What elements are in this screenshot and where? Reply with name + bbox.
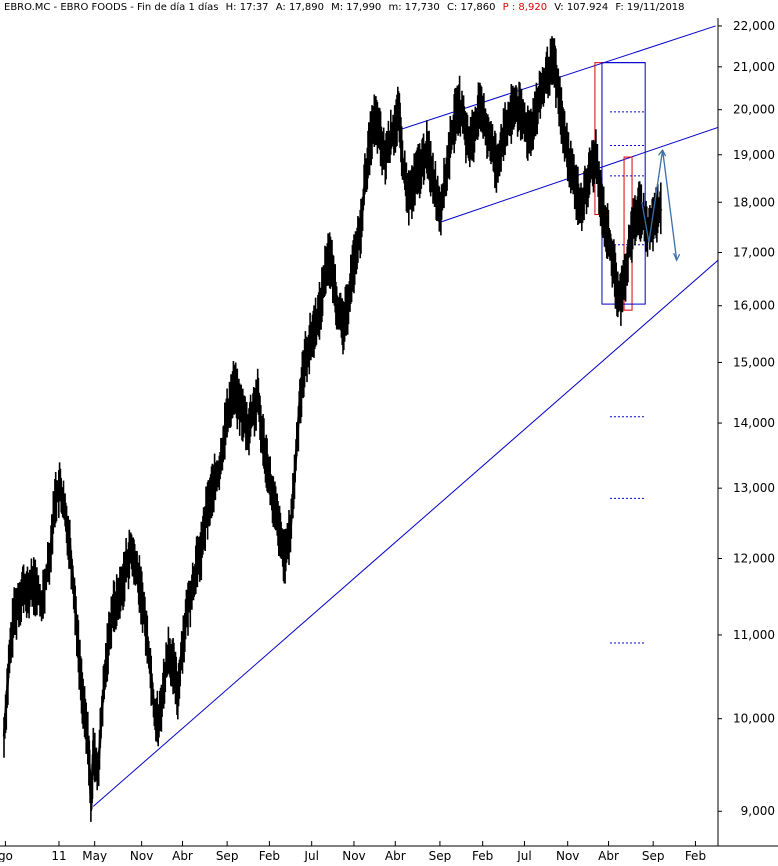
x-axis: go 11 May Nov Abr Sep Feb Jul Nov Abr Sep Feb Jul Nov… [0, 841, 778, 863]
y-tick-label: 15,000 [733, 355, 775, 369]
header-date: F: 19/11/2018 [615, 2, 685, 13]
header-change: P : 8,920 [502, 2, 548, 13]
price-series [2, 36, 663, 822]
y-tick-label: 13,000 [733, 481, 775, 495]
projection [641, 148, 681, 262]
header-close: C: 17,860 [446, 2, 496, 13]
y-tick-label: 22,000 [733, 19, 775, 33]
y-tick-label: 14,000 [733, 416, 775, 430]
y-tick-label: 21,000 [733, 60, 775, 74]
level-lines [601, 62, 646, 644]
x-tick-label: Sep [216, 849, 239, 862]
x-tick-label: Jul [516, 849, 531, 862]
x-tick-label: May [82, 849, 107, 862]
header-max: M: 17,990 [331, 2, 382, 13]
y-axis: 9,000 10,000 11,000 12,000 13,000 14,000 15,00… [717, 18, 775, 846]
header-volume: V: 107.924 [554, 2, 609, 13]
x-tick-label: Nov [556, 849, 579, 862]
x-tick-label: Feb [472, 849, 493, 862]
x-tick-label: Jul [303, 849, 318, 862]
projection-path [641, 150, 678, 261]
x-tick-label: 11 [51, 849, 66, 862]
y-tick-label: 16,000 [733, 299, 775, 313]
header-open: A: 17,890 [275, 2, 324, 13]
projection-arrowhead [673, 253, 681, 262]
y-tick-label: 11,000 [733, 628, 775, 642]
y-tick-label: 17,000 [733, 245, 775, 259]
x-tick-label: Sep [429, 849, 452, 862]
x-tick-label: Abr [385, 849, 406, 862]
x-tick-label: Nov [130, 849, 153, 862]
trendlines [92, 25, 719, 807]
x-tick-label: Feb [259, 849, 280, 862]
price-line [2, 61, 663, 803]
header-symbol: EBRO.MC - EBRO FOODS - Fin de día 1 días [4, 2, 219, 13]
y-tick-label: 12,000 [733, 551, 775, 565]
x-tick-label: go [0, 849, 13, 862]
x-tick-label: Abr [598, 849, 619, 862]
y-tick-label: 19,000 [733, 148, 775, 162]
x-tick-label: Sep [642, 849, 665, 862]
y-tick-label: 10,000 [733, 712, 775, 726]
projection-arrowhead [658, 148, 667, 157]
x-tick-label: Feb [685, 849, 706, 862]
trendline [92, 259, 719, 807]
y-tick-label: 18,000 [733, 195, 775, 209]
x-tick-label: Nov [342, 849, 365, 862]
trendline [440, 126, 719, 223]
header-min: m: 17,730 [388, 2, 440, 13]
header-high: H: 17:37 [225, 2, 269, 13]
y-tick-label: 20,000 [733, 103, 775, 117]
x-tick-label: Abr [172, 849, 193, 862]
chart-header: EBRO.MC - EBRO FOODS - Fin de día 1 días… [4, 2, 689, 13]
y-tick-label: 9,000 [741, 804, 775, 818]
